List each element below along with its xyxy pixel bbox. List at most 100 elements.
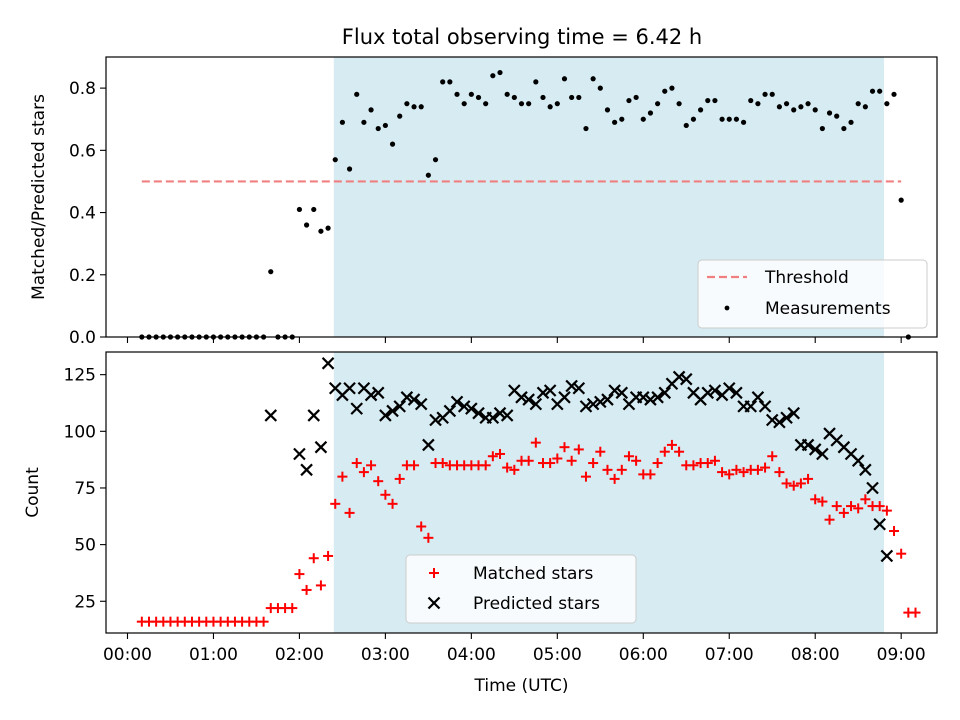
predicted-star-point (343, 381, 356, 395)
predicted-star-point (801, 438, 815, 452)
matched-star-point (287, 603, 298, 614)
measurement-point (325, 225, 331, 231)
top-y-axis-label: Matched/Predicted stars (29, 94, 49, 300)
matched-star-point (351, 458, 362, 469)
predicted-star-point (486, 411, 500, 424)
measurement-point (382, 122, 388, 129)
predicted-star-point (321, 357, 335, 370)
matched-star-point (810, 494, 821, 505)
matched-star-point (588, 458, 599, 469)
measurement-point (719, 116, 725, 122)
matched-star-point (910, 607, 921, 618)
matched-star-point (595, 446, 606, 457)
predicted-star-point (293, 447, 306, 461)
measurement-point (454, 91, 460, 97)
measurement-point (791, 107, 797, 113)
y-tick-label: 0.0 (69, 328, 96, 348)
matched-star-point (666, 439, 677, 450)
predicted-star-point (758, 400, 772, 413)
matched-star-point (896, 548, 907, 559)
matched-star-point (609, 473, 620, 484)
matched-star-point (258, 616, 269, 627)
y-tick-label: 0.8 (69, 79, 96, 99)
measurement-point (683, 122, 689, 129)
predicted-star-point (465, 402, 478, 415)
bottom-y-axis-label: Count (23, 467, 43, 518)
legend-plus-marker (429, 568, 439, 578)
measurement-point (461, 101, 467, 107)
x-tick-label: 05:00 (533, 645, 582, 665)
measurement-point (418, 104, 424, 110)
predicted-star-point (393, 400, 406, 413)
predicted-star-point (443, 404, 457, 418)
predicted-star-point (400, 391, 414, 404)
legend-threshold-label: Threshold (764, 268, 849, 288)
top-panel: 0.00.20.40.60.8 Matched/Predicted stars … (29, 56, 938, 348)
matched-star-point (301, 584, 312, 595)
measurement-point (547, 104, 553, 110)
predicted-star-point (722, 381, 736, 395)
measurement-point (626, 97, 632, 104)
matched-star-point (315, 580, 326, 591)
x-tick-label: 06:00 (619, 645, 668, 665)
matched-star-point (738, 467, 749, 478)
predicted-star-point (407, 393, 421, 406)
matched-star-point (831, 501, 842, 512)
measurement-point (783, 101, 790, 107)
measurement-point (583, 125, 589, 132)
measurement-point (346, 166, 353, 172)
measurement-point (561, 76, 568, 82)
measurement-point (339, 119, 346, 125)
predicted-star-point (708, 384, 722, 397)
measurement-point (425, 172, 431, 178)
measurement-point (640, 116, 646, 122)
measurement-point (898, 197, 904, 203)
matched-star-point (344, 507, 355, 518)
predicted-star-point (637, 391, 650, 404)
predicted-star-point (644, 393, 657, 406)
measurement-point (504, 91, 510, 97)
legend-measurements-label: Measurements (765, 299, 891, 319)
matched-star-point (337, 471, 348, 482)
measurement-point (877, 88, 883, 94)
measurement-point (834, 113, 840, 119)
matched-star-point (717, 467, 728, 478)
y-tick-label: 125 (64, 366, 96, 386)
x-tick-label: 09:00 (877, 645, 926, 665)
matched-star-point (874, 501, 885, 512)
predicted-star-point (450, 395, 464, 409)
predicted-star-point (536, 386, 550, 400)
measurement-point (676, 101, 682, 107)
matched-star-point (767, 451, 778, 462)
matched-star-point (559, 442, 570, 453)
y-tick-label: 25 (74, 592, 96, 612)
measurement-point (826, 110, 833, 116)
measurement-point (554, 101, 560, 107)
predicted-star-point (493, 406, 507, 420)
predicted-star-point (816, 447, 829, 461)
measurement-point (869, 88, 876, 94)
matched-star-point (366, 460, 377, 471)
matched-star-point (330, 498, 341, 509)
top-y-ticks: 0.0 0.2 0.4 0.6 0.8 (69, 79, 106, 348)
measurement-point (862, 104, 868, 110)
predicted-star-point (594, 395, 607, 409)
measurement-point (805, 101, 811, 107)
predicted-star-point (651, 391, 664, 404)
legend-x-marker (427, 596, 441, 610)
matched-star-point (409, 460, 420, 471)
measurement-point (855, 101, 861, 107)
predicted-star-point (386, 404, 399, 418)
matched-star-point (623, 451, 634, 462)
predicted-star-point (808, 443, 822, 456)
predicted-star-point (529, 397, 543, 411)
legend-matched-label: Matched stars (473, 564, 593, 584)
predicted-star-point (300, 463, 313, 477)
measurement-point (740, 119, 747, 125)
predicted-star-point (565, 379, 578, 393)
matched-star-point (373, 476, 384, 487)
legend-predicted-label: Predicted stars (473, 594, 600, 614)
matched-star-point (523, 455, 534, 466)
matched-star-point (394, 473, 405, 484)
